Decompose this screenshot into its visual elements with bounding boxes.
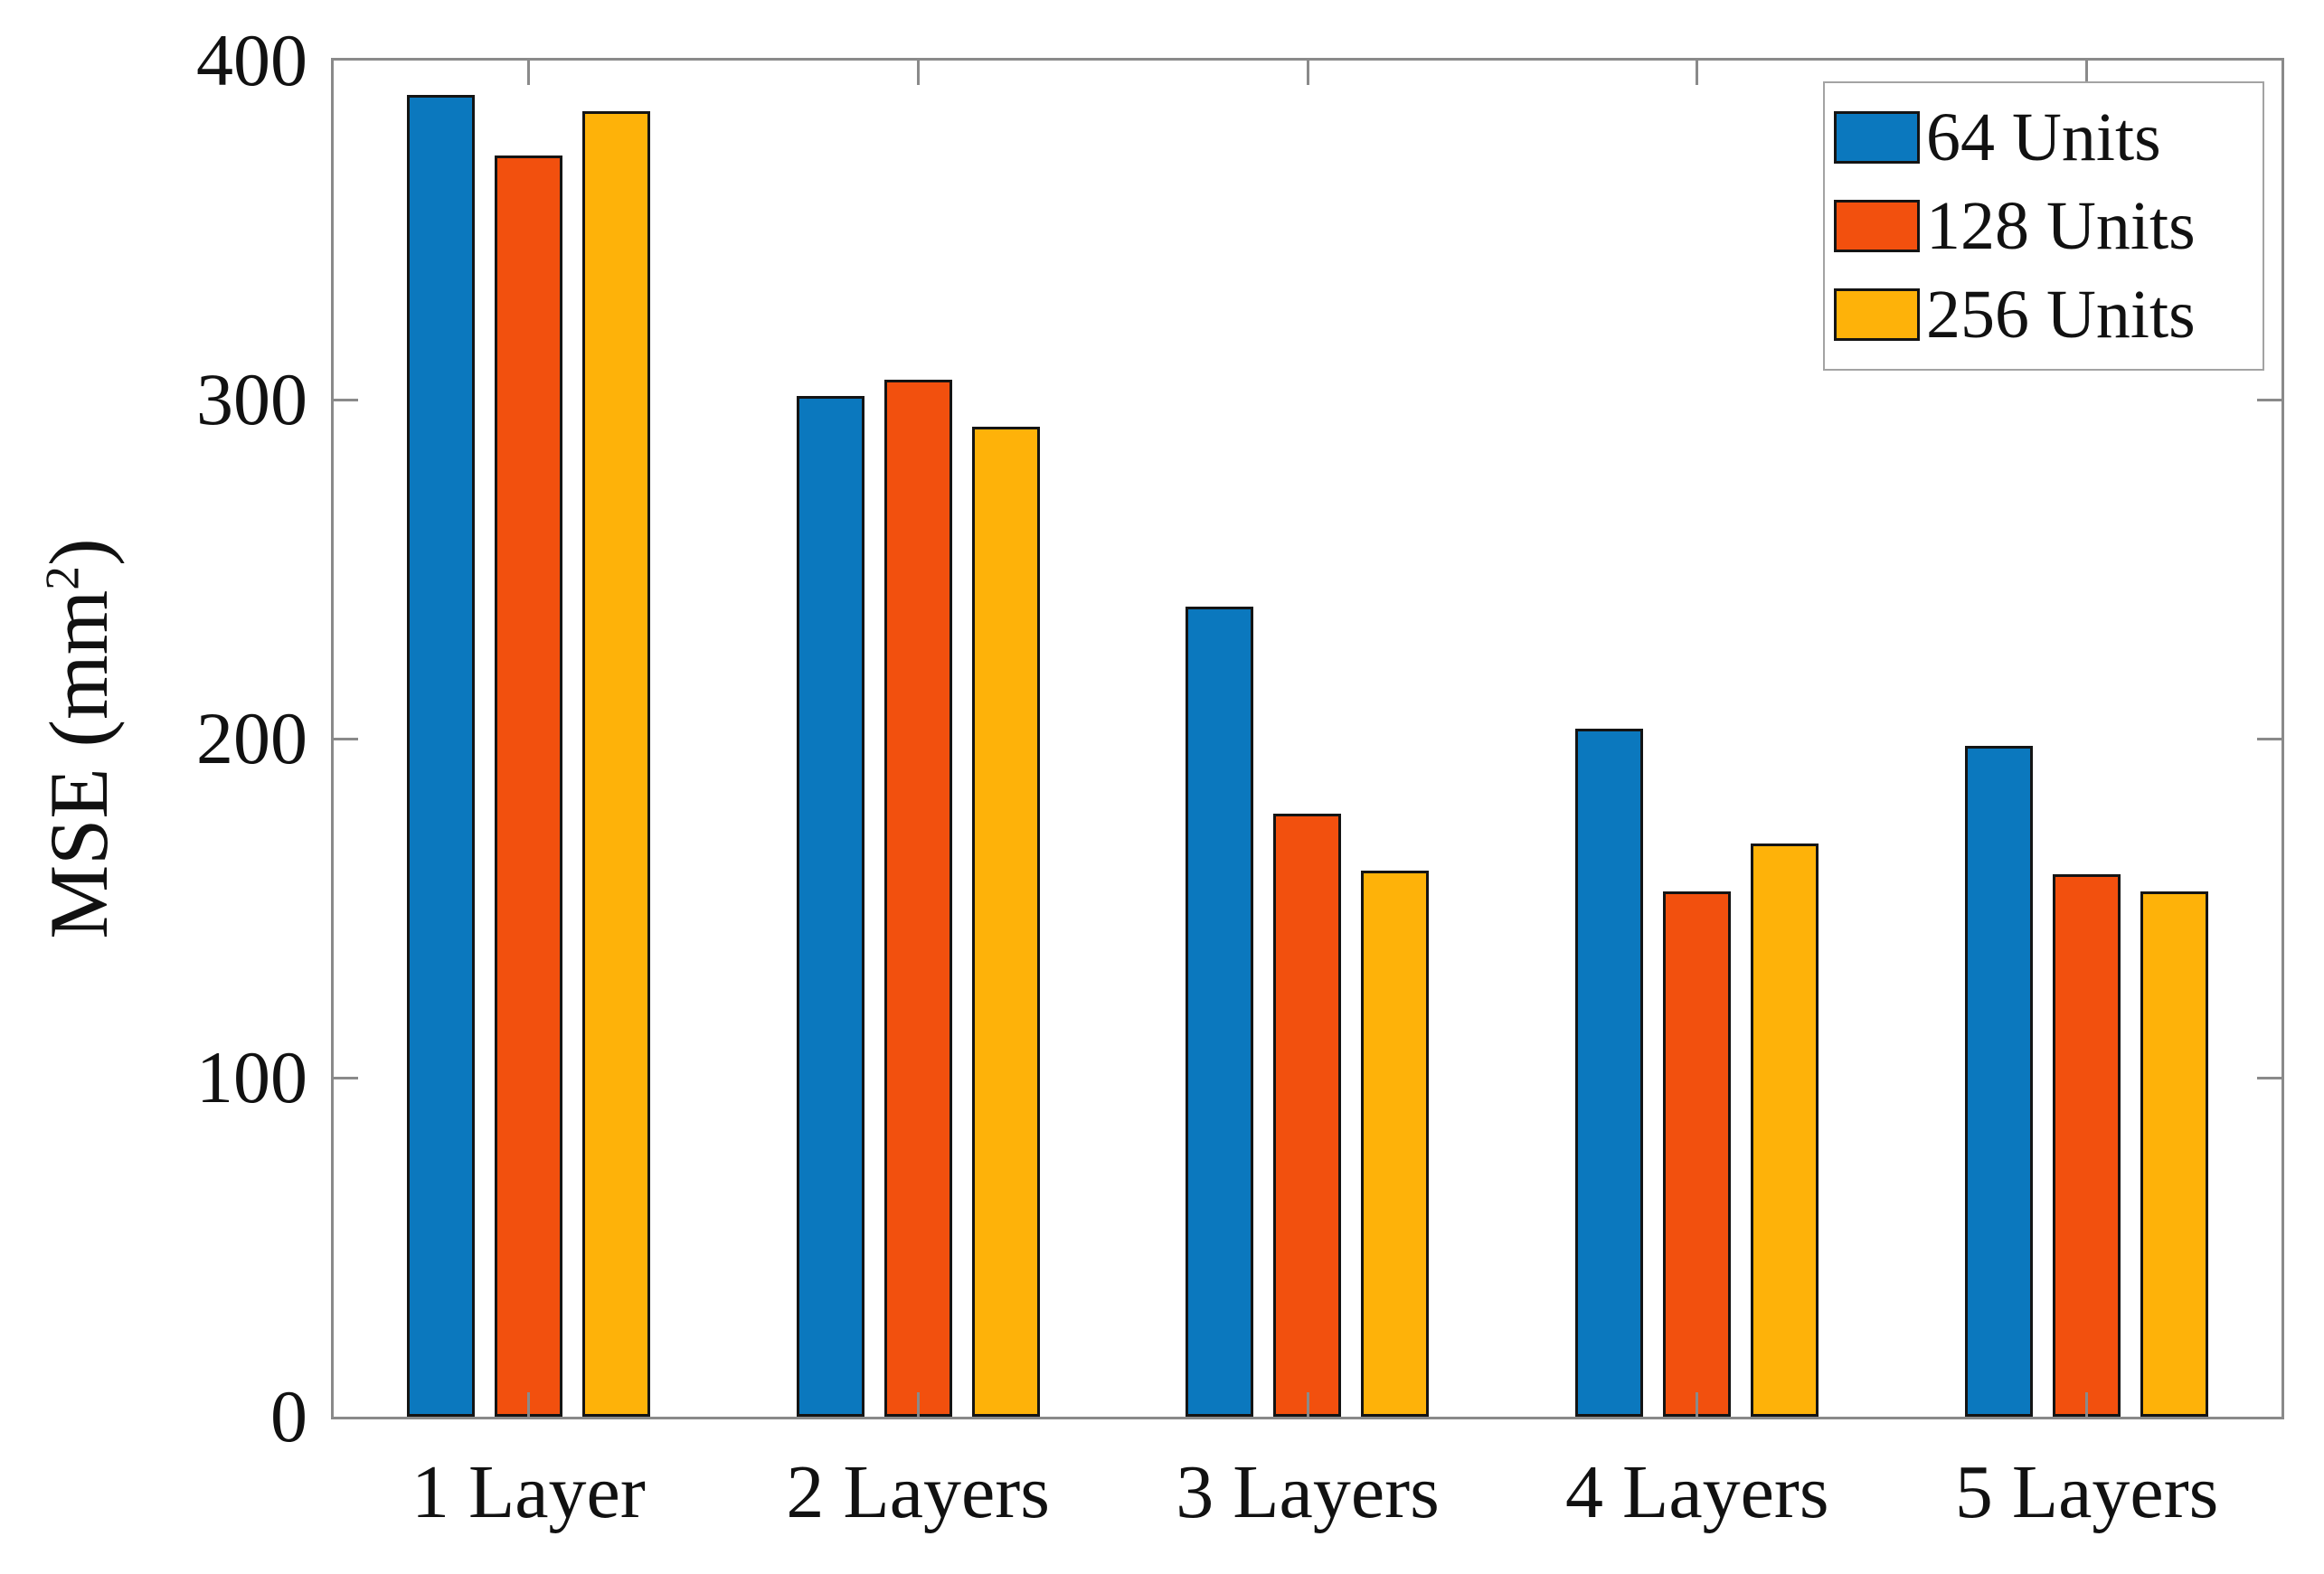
xtick-label-1-layer: 1 Layer: [411, 1450, 646, 1534]
tick-mark: [916, 1392, 920, 1417]
bar: [2140, 891, 2209, 1417]
bar: [1273, 813, 1342, 1417]
tick-mark: [334, 1076, 358, 1079]
tick-mark: [1306, 1392, 1309, 1417]
bar: [883, 379, 952, 1417]
tick-mark: [2085, 61, 2089, 85]
xtick-label-2-layers: 2 Layers: [786, 1450, 1050, 1534]
tick-mark: [526, 1392, 530, 1417]
legend-label: 256 Units: [1926, 277, 2196, 353]
bar: [796, 396, 864, 1417]
bar: [1751, 844, 1819, 1417]
ytick-label-200: 200: [196, 697, 307, 779]
tick-mark: [2085, 1392, 2089, 1417]
legend-label: 64 Units: [1926, 99, 2161, 175]
ytick-label-400: 400: [196, 19, 307, 101]
tick-mark: [526, 61, 530, 85]
bar-group: [1113, 61, 1503, 1417]
bar-group: [1502, 61, 1892, 1417]
legend-swatch-64-units: [1834, 111, 1920, 164]
tick-mark: [1306, 61, 1309, 85]
xtick-label-4-layers: 4 Layers: [1565, 1450, 1829, 1534]
legend-row: 256 Units: [1834, 278, 2253, 351]
tick-mark: [2257, 398, 2281, 401]
legend: 64 Units 128 Units 256 Units: [1823, 81, 2264, 371]
tick-mark: [1696, 61, 1699, 85]
ytick-label-300: 300: [196, 358, 307, 440]
legend-swatch-256-units: [1834, 288, 1920, 341]
bar: [971, 427, 1040, 1417]
bar: [406, 94, 475, 1417]
tick-mark: [2257, 1076, 2281, 1079]
bar-group: [334, 61, 723, 1417]
bar: [494, 156, 562, 1417]
legend-row: 128 Units: [1834, 190, 2253, 262]
xtick-label-3-layers: 3 Layers: [1176, 1450, 1440, 1534]
bar: [1575, 728, 1644, 1417]
bar-group: [1892, 61, 2281, 1417]
xtick-label-5-layers: 5 Layers: [1954, 1450, 2219, 1534]
tick-mark: [334, 737, 358, 740]
bars-layer: [334, 61, 2281, 1417]
ytick-label-0: 0: [270, 1375, 307, 1457]
bar: [2053, 874, 2121, 1417]
tick-mark: [916, 61, 920, 85]
legend-row: 64 Units: [1834, 101, 2253, 174]
tick-mark: [334, 398, 358, 401]
tick-mark: [1696, 1392, 1699, 1417]
bar-group: [723, 61, 1113, 1417]
bar: [1186, 606, 1254, 1417]
legend-label: 128 Units: [1926, 188, 2196, 264]
bar: [1663, 891, 1732, 1417]
bar: [581, 111, 650, 1417]
bar: [1361, 871, 1430, 1417]
legend-swatch-128-units: [1834, 200, 1920, 252]
bar: [1965, 745, 2034, 1417]
y-axis-label-close: ): [33, 538, 125, 567]
ytick-label-100: 100: [196, 1036, 307, 1118]
y-axis-label-superscript: 2: [34, 566, 90, 590]
tick-mark: [2257, 737, 2281, 740]
